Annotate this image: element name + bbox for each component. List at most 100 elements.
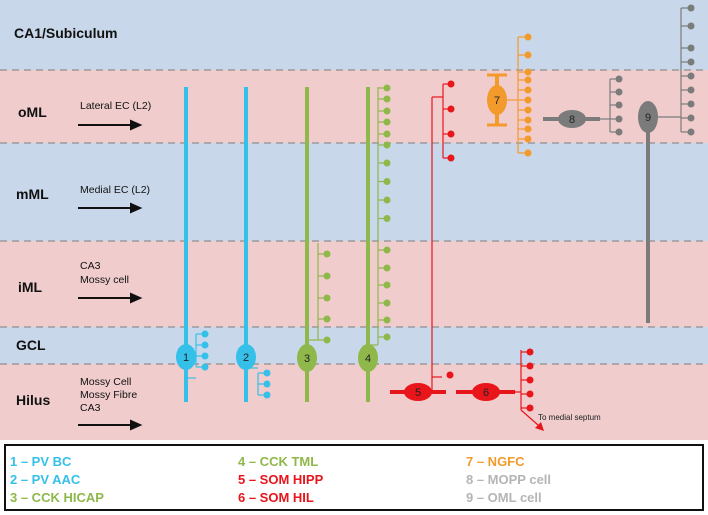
layer-label-iml: iML xyxy=(18,279,43,295)
synaptic-bouton xyxy=(383,316,391,324)
layer-label-mml: mML xyxy=(16,186,49,202)
cell-5: 5 xyxy=(390,80,455,401)
synaptic-bouton xyxy=(383,159,391,167)
synaptic-bouton xyxy=(323,315,331,323)
synaptic-bouton xyxy=(526,404,534,412)
synaptic-bouton xyxy=(263,391,271,399)
input-label-hilus-ca3: CA3 xyxy=(80,402,101,414)
cell-number: 2 xyxy=(243,352,249,364)
soma xyxy=(558,110,586,128)
cell-number: 7 xyxy=(494,95,500,107)
synaptic-bouton xyxy=(383,333,391,341)
arrow-icon xyxy=(78,419,143,431)
legend-item: 1 – PV BC xyxy=(10,454,72,469)
cell-number: 1 xyxy=(183,352,189,364)
synaptic-bouton xyxy=(383,281,391,289)
synaptic-bouton xyxy=(383,141,391,149)
legend-item: 4 – CCK TML xyxy=(238,454,319,469)
arrow-icon xyxy=(78,119,143,131)
synaptic-bouton xyxy=(524,33,532,41)
layer-label-hilus: Hilus xyxy=(16,392,50,408)
synaptic-bouton xyxy=(383,118,391,126)
synaptic-bouton xyxy=(687,86,695,94)
input-label-medial-ec: Medial EC (L2) xyxy=(80,184,150,196)
synaptic-bouton xyxy=(383,95,391,103)
synaptic-bouton xyxy=(615,75,623,83)
synaptic-bouton xyxy=(447,80,455,88)
cell-7: 7 xyxy=(487,33,532,157)
hippocampal-layer-diagram: CA1/Subiculum oML mML iML GCL Hilus Late… xyxy=(0,0,708,440)
synaptic-bouton xyxy=(687,58,695,66)
synaptic-bouton xyxy=(524,51,532,59)
synaptic-bouton xyxy=(687,100,695,108)
synaptic-bouton xyxy=(687,44,695,52)
synaptic-bouton xyxy=(383,196,391,204)
band-mml xyxy=(0,143,708,241)
synaptic-bouton xyxy=(263,380,271,388)
synaptic-bouton xyxy=(383,264,391,272)
synaptic-bouton xyxy=(323,294,331,302)
synaptic-bouton xyxy=(447,105,455,113)
input-label-mossy-cell: Mossy cell xyxy=(80,274,129,286)
synaptic-bouton xyxy=(323,250,331,258)
cell-6: 6 xyxy=(456,348,544,431)
legend-item: 7 – NGFC xyxy=(466,454,525,469)
synaptic-bouton xyxy=(687,72,695,80)
synaptic-bouton xyxy=(526,348,534,356)
cell-number: 3 xyxy=(304,353,310,365)
synaptic-bouton xyxy=(687,114,695,122)
cell-number: 9 xyxy=(645,112,651,124)
synaptic-bouton xyxy=(383,299,391,307)
soma xyxy=(487,85,507,115)
input-arrows xyxy=(78,119,143,431)
soma xyxy=(236,344,256,370)
synaptic-bouton xyxy=(526,362,534,370)
cell-9: 9 xyxy=(638,4,695,323)
legend-item: 2 – PV AAC xyxy=(10,472,81,487)
synaptic-bouton xyxy=(615,128,623,136)
input-label-hilus-mossy-cell: Mossy Cell xyxy=(80,376,131,388)
band-gcl xyxy=(0,327,708,364)
arrow-icon xyxy=(78,202,143,214)
soma xyxy=(404,383,432,401)
synaptic-bouton xyxy=(383,246,391,254)
band-hilus xyxy=(0,364,708,440)
soma xyxy=(472,383,500,401)
synaptic-bouton xyxy=(383,130,391,138)
synaptic-bouton xyxy=(687,128,695,136)
synaptic-bouton xyxy=(524,86,532,94)
soma xyxy=(358,344,378,372)
input-label-ca3: CA3 xyxy=(80,260,101,272)
synaptic-bouton xyxy=(687,4,695,12)
legend-item: 5 – SOM HIPP xyxy=(238,472,324,487)
layer-label-gcl: GCL xyxy=(16,337,46,353)
input-label-lateral-ec: Lateral EC (L2) xyxy=(80,100,151,112)
synaptic-bouton xyxy=(447,130,455,138)
synaptic-bouton xyxy=(383,215,391,222)
synaptic-bouton xyxy=(447,154,455,162)
cell-number: 5 xyxy=(415,387,421,399)
synaptic-bouton xyxy=(615,88,623,96)
synaptic-bouton xyxy=(615,101,623,109)
synaptic-bouton xyxy=(526,390,534,398)
synaptic-bouton xyxy=(524,68,532,76)
cell-number: 4 xyxy=(365,353,371,365)
legend-item: 9 – OML cell xyxy=(466,490,542,505)
band-iml xyxy=(0,241,708,327)
arrow-icon xyxy=(535,422,544,431)
legend-item: 8 – MOPP cell xyxy=(466,472,552,487)
arrow-icon xyxy=(78,292,143,304)
synaptic-bouton xyxy=(524,135,532,143)
soma xyxy=(297,344,317,372)
cell-2: 2 xyxy=(236,87,271,402)
cell-1: 1 xyxy=(176,87,209,402)
synaptic-bouton xyxy=(383,84,391,92)
interneurons: 1 2 3 4 5 6 7 8 9 xyxy=(176,4,695,431)
synaptic-bouton xyxy=(383,178,391,185)
synaptic-bouton xyxy=(524,125,532,133)
cell-number: 8 xyxy=(569,114,575,126)
synaptic-bouton xyxy=(263,369,271,377)
synaptic-bouton xyxy=(201,363,209,371)
synaptic-bouton xyxy=(526,376,534,384)
legend-item: 6 – SOM HIL xyxy=(238,490,314,505)
